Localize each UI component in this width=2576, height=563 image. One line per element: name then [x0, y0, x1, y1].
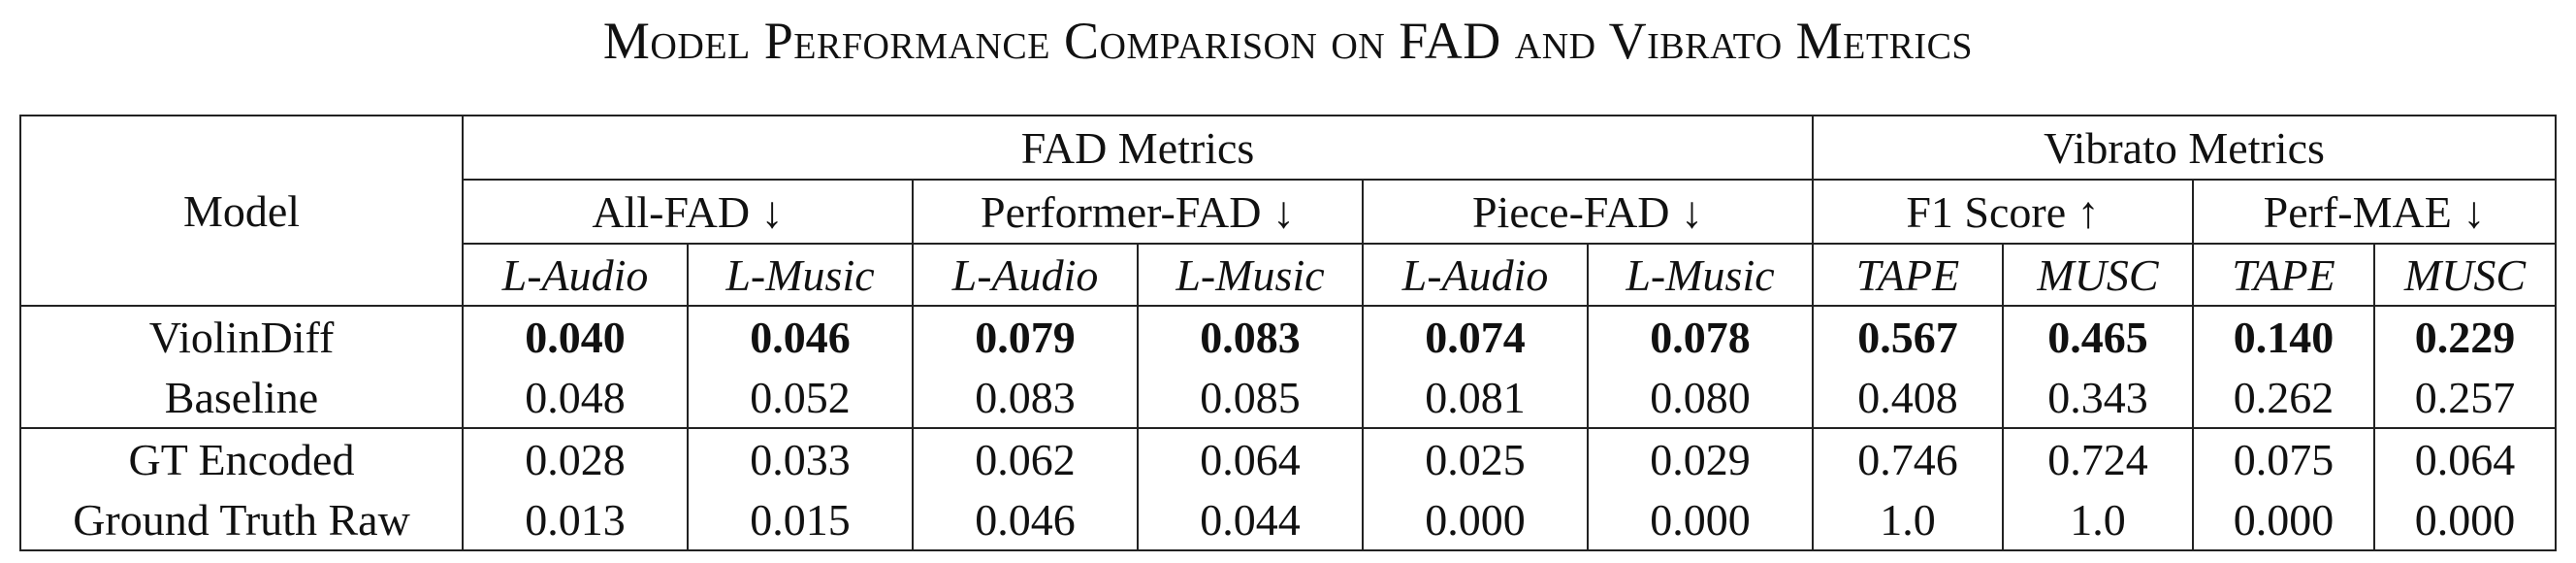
- subcolumn-header: L-Audio: [1363, 244, 1589, 307]
- value-cell: 0.465: [2003, 306, 2194, 367]
- header-row-groups: Model FAD Metrics Vibrato Metrics: [20, 116, 2557, 307]
- value-cell: 0.052: [688, 367, 914, 429]
- value-cell: 0.048: [463, 367, 689, 429]
- results-table: Model FAD Metrics Vibrato Metrics All-FA…: [19, 115, 2558, 551]
- performer-fad-header: Performer-FAD ↓: [913, 180, 1364, 245]
- value-cell: 0.085: [1138, 367, 1364, 429]
- header-row-subcolumns: L-Audio L-Music L-Audio L-Music L-Audio …: [20, 244, 2557, 307]
- vibrato-metrics-header: Vibrato Metrics: [1813, 116, 2557, 181]
- model-name-cell: Baseline: [20, 367, 464, 429]
- value-cell: 0.083: [913, 367, 1139, 429]
- value-cell: 0.724: [2003, 428, 2194, 489]
- value-cell: 0.081: [1363, 367, 1589, 429]
- perf-mae-header: Perf-MAE ↓: [2193, 180, 2557, 245]
- value-cell: 0.025: [1363, 428, 1589, 489]
- value-cell: 0.567: [1813, 306, 2004, 367]
- value-cell: 0.033: [688, 428, 914, 489]
- value-cell: 0.075: [2193, 428, 2375, 489]
- value-cell: 0.078: [1588, 306, 1814, 367]
- value-cell: 0.029: [1588, 428, 1814, 489]
- value-cell: 0.064: [1138, 428, 1364, 489]
- subcolumn-header: TAPE: [1813, 244, 2004, 307]
- value-cell: 0.000: [1588, 489, 1814, 550]
- value-cell: 1.0: [1813, 489, 2004, 550]
- value-cell: 0.000: [2193, 489, 2375, 550]
- value-cell: 0.000: [1363, 489, 1589, 550]
- table-title: Model Performance Comparison on FAD and …: [602, 12, 1974, 70]
- value-cell: 0.229: [2414, 312, 2516, 362]
- subcolumn-header: L-Music: [1588, 244, 1814, 307]
- f1-score-header: F1 Score ↑: [1813, 180, 2194, 245]
- value-cell: 0.083: [1138, 306, 1364, 367]
- value-cell: 0.015: [688, 489, 914, 550]
- value-cell: 0.028: [463, 428, 689, 489]
- piece-fad-header: Piece-FAD ↓: [1363, 180, 1814, 245]
- value-cell: 0.046: [913, 489, 1139, 550]
- value-cell: 0.257: [2374, 367, 2557, 429]
- value-cell: 0.746: [1813, 428, 2004, 489]
- all-fad-header: All-FAD ↓: [463, 180, 914, 245]
- value-cell: 0.140: [2193, 306, 2375, 367]
- value-cell: 0.262: [2193, 367, 2375, 429]
- value-cell: 0.080: [1588, 367, 1814, 429]
- model-name-cell: GT Encoded: [20, 428, 464, 489]
- value-cell: 0.040: [463, 306, 689, 367]
- header-row-metrics: All-FAD ↓ Performer-FAD ↓ Piece-FAD ↓ F1…: [20, 180, 2557, 245]
- value-cell: 1.0: [2003, 489, 2194, 550]
- fad-metrics-header: FAD Metrics: [463, 116, 1814, 181]
- value-cell: 0.064: [2414, 434, 2516, 484]
- value-cell: 0.343: [2003, 367, 2194, 429]
- model-name-cell: Ground Truth Raw: [20, 489, 464, 550]
- table-row: Ground Truth Raw 0.013 0.015 0.046 0.044 0.00…: [20, 489, 2556, 550]
- subcolumn-header: TAPE: [2193, 244, 2375, 307]
- subcolumn-header: L-Music: [688, 244, 914, 307]
- value-cell: 0.074: [1363, 306, 1589, 367]
- value-cell: 0.408: [1813, 367, 2004, 429]
- value-cell: 0.079: [913, 306, 1139, 367]
- subcolumn-header: L-Music: [1138, 244, 1364, 307]
- subcolumn-header: MUSC: [2374, 244, 2557, 307]
- table-row: GT Encoded 0.028 0.033 0.062 0.064 0.025 0.029…: [20, 428, 2556, 489]
- value-cell: 0.000: [2414, 494, 2516, 545]
- value-cell: 0.062: [913, 428, 1139, 489]
- subcolumn-header: MUSC: [2003, 244, 2194, 307]
- value-cell: 0.046: [688, 306, 914, 367]
- model-header: Model: [20, 116, 464, 307]
- table-row: Baseline 0.048 0.052 0.083 0.085 0.081 0.080 0.…: [20, 367, 2557, 429]
- subcolumn-header: L-Audio: [463, 244, 689, 307]
- table-row: ViolinDiff 0.040 0.046 0.079 0.083 0.074 0.078…: [20, 306, 2556, 367]
- model-name-cell: ViolinDiff: [20, 306, 464, 367]
- value-cell: 0.013: [463, 489, 689, 550]
- value-cell: 0.044: [1138, 489, 1364, 550]
- subcolumn-header: L-Audio: [913, 244, 1139, 307]
